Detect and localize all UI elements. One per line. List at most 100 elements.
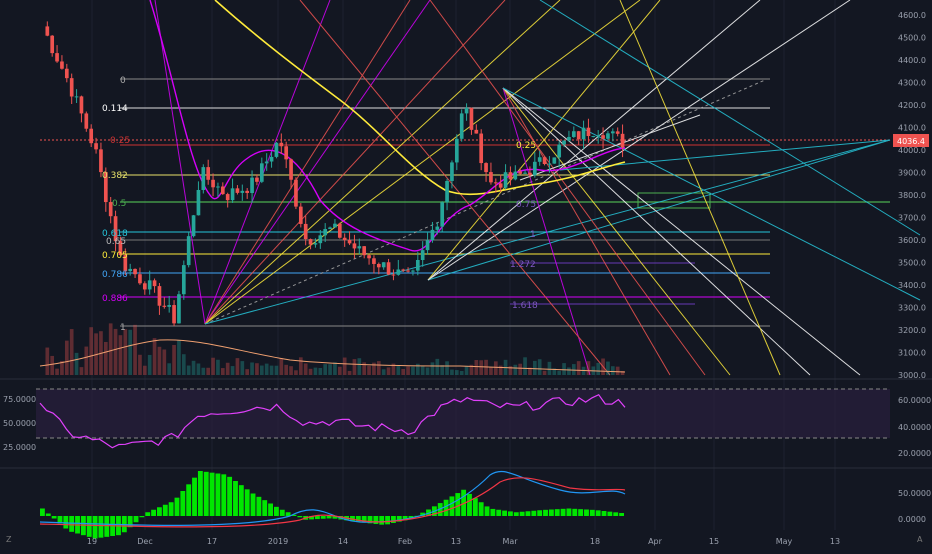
candle-body [108,202,113,217]
fib-ext-label-025: 0.25 [516,141,536,151]
macd-hist-bar [613,512,619,516]
macd-hist-bar [484,506,490,516]
volume-bars [45,323,625,375]
price-tick-label: 3200.0 [898,326,926,335]
fib-label-05: 0.5 [112,199,126,209]
candle-body [133,268,137,275]
macd-hist-bar [209,472,215,516]
signal-line [39,477,626,528]
price-tick-label: 3100.0 [898,349,926,358]
candle-body [206,167,211,180]
volume-bar [308,368,313,375]
volume-bar [172,344,176,375]
fib-labels: 0 0.114 0.25 0.382 0.5 0.618 0.65 0.705 … [102,76,538,333]
volume-bar [571,364,576,375]
time-tick-label: 15 [709,537,719,546]
time-tick-label: Apr [648,537,663,546]
fib-label-1: 1 [120,323,126,333]
macd-hist-bar [174,497,180,516]
candle-body [259,163,264,182]
macd-hist-bar [145,512,151,516]
volume-bar [576,361,581,375]
candle-body [435,226,440,230]
price-tick-label: 3800.0 [898,191,926,200]
volume-bar [479,360,484,375]
volume-bar [279,358,284,375]
volume-bar [537,359,542,375]
fib-levels [40,78,890,327]
candle-body [69,78,74,97]
macd-hist-bar [104,516,110,537]
candle-body [298,206,303,224]
candle-body [313,243,318,245]
candle-body [537,157,542,162]
time-tick-label: May [776,537,793,546]
fib-label-065: 0.65 [106,237,126,247]
macd-hist-bar [262,500,268,516]
fib-ext-label-1272: 1.272 [510,260,536,270]
macd-hist-bar [467,493,472,516]
volume-bar [464,366,469,375]
macd-hist-bar [589,509,595,516]
macd-hist-bar [157,507,162,516]
volume-bar [240,361,245,375]
volume-bar [323,364,328,375]
volume-bar [372,362,376,375]
candle-body [113,216,118,242]
time-tick-label: 17 [207,537,217,546]
candle-body [430,229,435,241]
macd-hist-bar [361,516,367,523]
volume-bar [396,366,401,375]
price-axis[interactable]: 4600.0 4500.0 4400.0 4300.0 4200.0 4100.0 4000… [898,11,926,380]
svg-text:0.0000: 0.0000 [898,515,926,524]
volume-bar [601,358,605,375]
macd-hist-bar [133,516,139,523]
macd-hist-bar [256,496,262,516]
macd-hist-bar [554,509,560,516]
volume-bar [528,367,532,375]
time-tick-label: 18 [590,537,600,546]
macd-hist-bar [566,508,572,516]
candle-body [147,280,152,290]
volume-bar [493,361,498,375]
volume-bar [415,363,420,375]
volume-bar [201,367,206,375]
candle-body [191,215,196,237]
volume-bar [523,357,527,375]
time-axis[interactable]: 19 Dec 17 2019 14 Feb 13 Mar 18 Apr 15 May 13 [87,537,840,546]
candle-body [391,274,396,276]
candle-body [323,229,328,236]
candle-body [357,246,362,249]
rsi-band [36,389,890,438]
magenta-moving-average [149,0,626,252]
auto-scale-button[interactable]: A [917,535,923,544]
price-tick-label: 4200.0 [898,101,926,110]
candle-body [55,53,59,62]
candle-body [508,172,513,180]
volume-bar [450,369,454,375]
candle-body [167,305,172,307]
time-tick-label: 19 [87,537,97,546]
candle-body [172,305,176,324]
volume-bar [250,362,254,375]
macd-hist-bar [168,502,174,516]
volume-bar [567,367,571,375]
svg-text:40.0000: 40.0000 [898,423,931,432]
macd-hist-bar [151,509,156,516]
macd-hist-bar [607,511,613,516]
volume-bar [610,366,615,375]
candle-body [547,163,552,165]
macd-hist-bar [332,516,338,519]
candle-body [503,172,508,188]
macd-hist-bar [51,516,57,519]
timezone-icon[interactable]: Z [6,535,12,544]
candle-body [342,237,347,241]
volume-bar [103,341,108,375]
price-tick-label: 3300.0 [898,304,926,313]
macd-hist-bar [45,513,51,516]
macd-hist-bar [250,493,256,516]
macd-hist-bar [396,516,402,522]
volume-bar [440,365,445,375]
macd-hist-bar [180,491,186,516]
